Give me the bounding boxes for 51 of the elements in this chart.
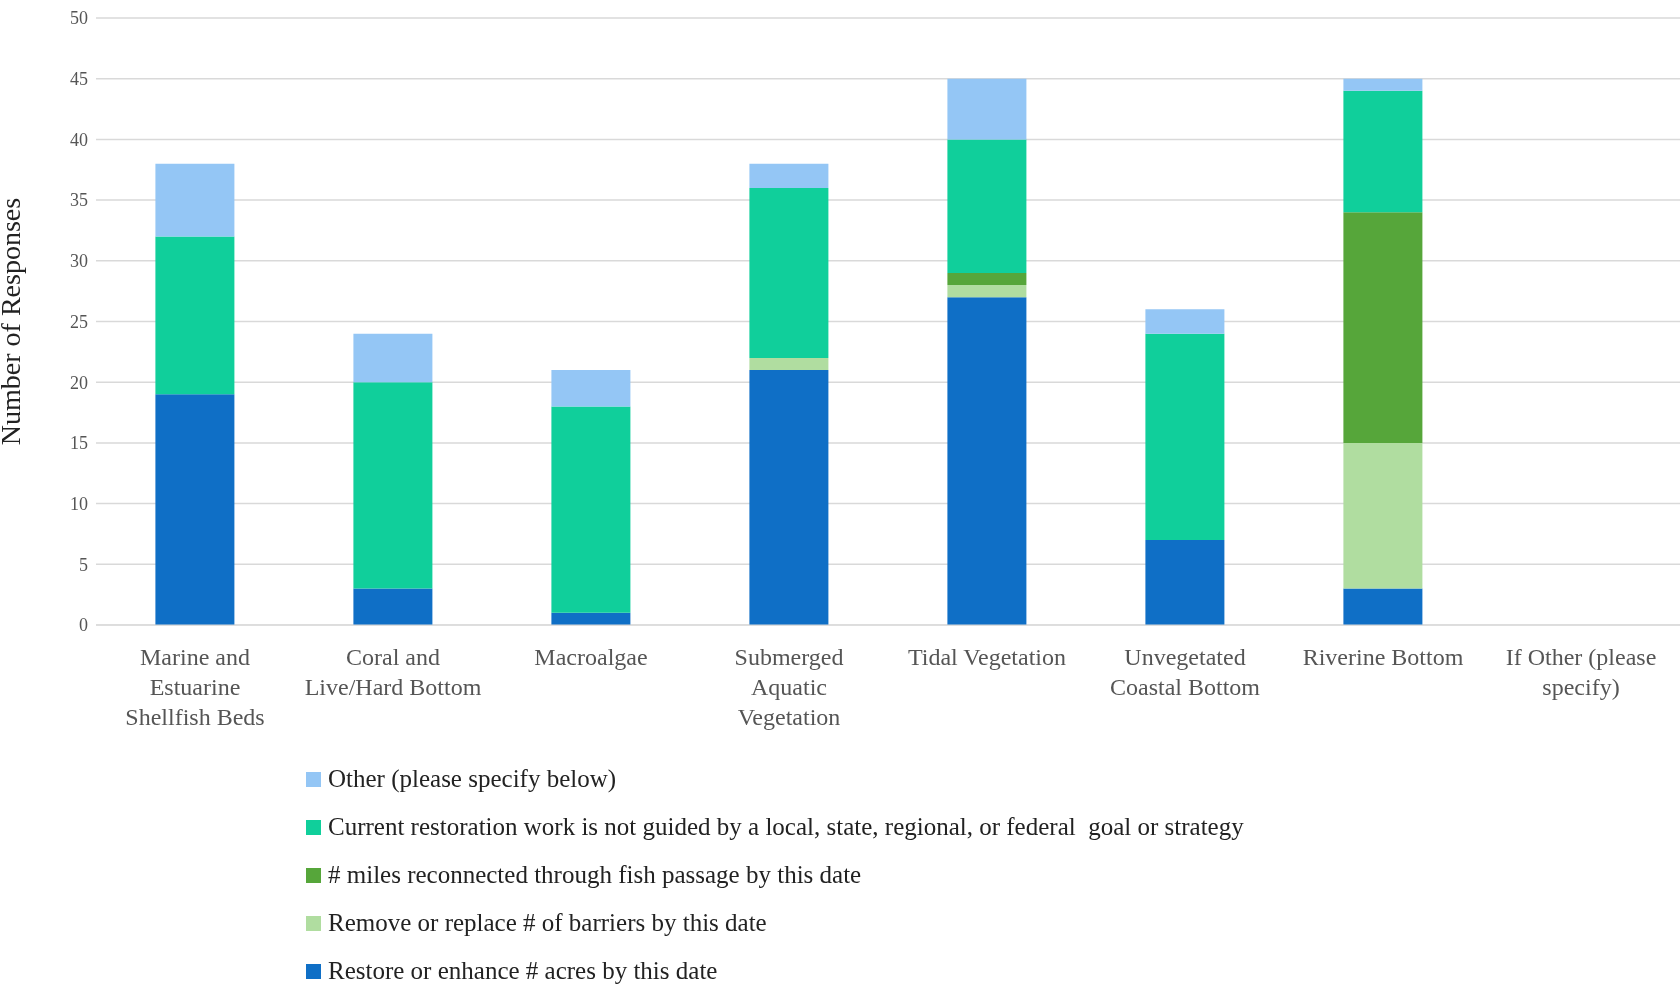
x-tick-label: Macroalgae xyxy=(534,644,648,670)
bar xyxy=(749,187,829,358)
y-tick-label: 25 xyxy=(70,311,88,332)
bar xyxy=(551,406,631,613)
x-tick-label: Marine and Estuarine Shellfish Beds xyxy=(125,644,265,730)
bar xyxy=(1145,309,1225,334)
bar xyxy=(551,370,631,407)
bar xyxy=(947,139,1027,273)
x-tick-label: Riverine Bottom xyxy=(1302,644,1464,670)
bar xyxy=(155,236,235,395)
bar xyxy=(749,163,829,188)
x-tick-label: Unvegetated Coastal Bottom xyxy=(1110,644,1261,700)
y-tick-label: 15 xyxy=(70,433,88,454)
y-tick-label: 35 xyxy=(70,190,88,211)
legend-label: Remove or replace # of barriers by this date xyxy=(328,909,767,937)
bar xyxy=(1343,90,1423,213)
legend-label: Restore or enhance # acres by this date xyxy=(328,957,718,985)
y-axis-title: Number of Responses xyxy=(0,197,26,446)
y-tick-label: 30 xyxy=(70,251,88,272)
legend-label: # miles reconnected through fish passage by this date xyxy=(328,861,862,889)
bar xyxy=(353,588,433,625)
x-tick-label: Tidal Vegetation xyxy=(907,644,1067,670)
bar xyxy=(155,394,235,625)
x-tick-label: Coral and Live/Hard Bottom xyxy=(304,644,482,700)
bar xyxy=(1343,78,1423,91)
y-tick-label: 40 xyxy=(70,129,88,150)
bar xyxy=(1343,442,1423,589)
y-tick-label: 5 xyxy=(79,554,88,575)
bar xyxy=(947,285,1027,298)
bar xyxy=(947,78,1027,140)
x-tick-label: Submerged Aquatic Vegetation xyxy=(734,644,844,730)
legend-label: Current restoration work is not guided by a local, state, regional, or federal goal or strategy xyxy=(328,813,1244,841)
y-tick-label: 0 xyxy=(79,615,88,636)
x-tick-label: If Other (please specify) xyxy=(1505,644,1657,700)
bar xyxy=(551,612,631,625)
y-tick-label: 50 xyxy=(70,8,88,29)
y-tick-label: 45 xyxy=(70,69,88,90)
bar xyxy=(1145,540,1225,625)
legend-label: Other (please specify below) xyxy=(328,765,617,793)
bar xyxy=(1145,333,1225,541)
bar xyxy=(749,370,829,625)
bar xyxy=(1343,588,1423,625)
bar xyxy=(947,297,1027,625)
bar xyxy=(749,357,829,371)
bar xyxy=(353,382,433,589)
bar xyxy=(1343,212,1423,443)
bar xyxy=(353,333,433,383)
y-tick-label: 20 xyxy=(70,372,88,393)
bar xyxy=(947,272,1027,286)
y-tick-label: 10 xyxy=(70,493,88,514)
bar xyxy=(155,163,235,237)
